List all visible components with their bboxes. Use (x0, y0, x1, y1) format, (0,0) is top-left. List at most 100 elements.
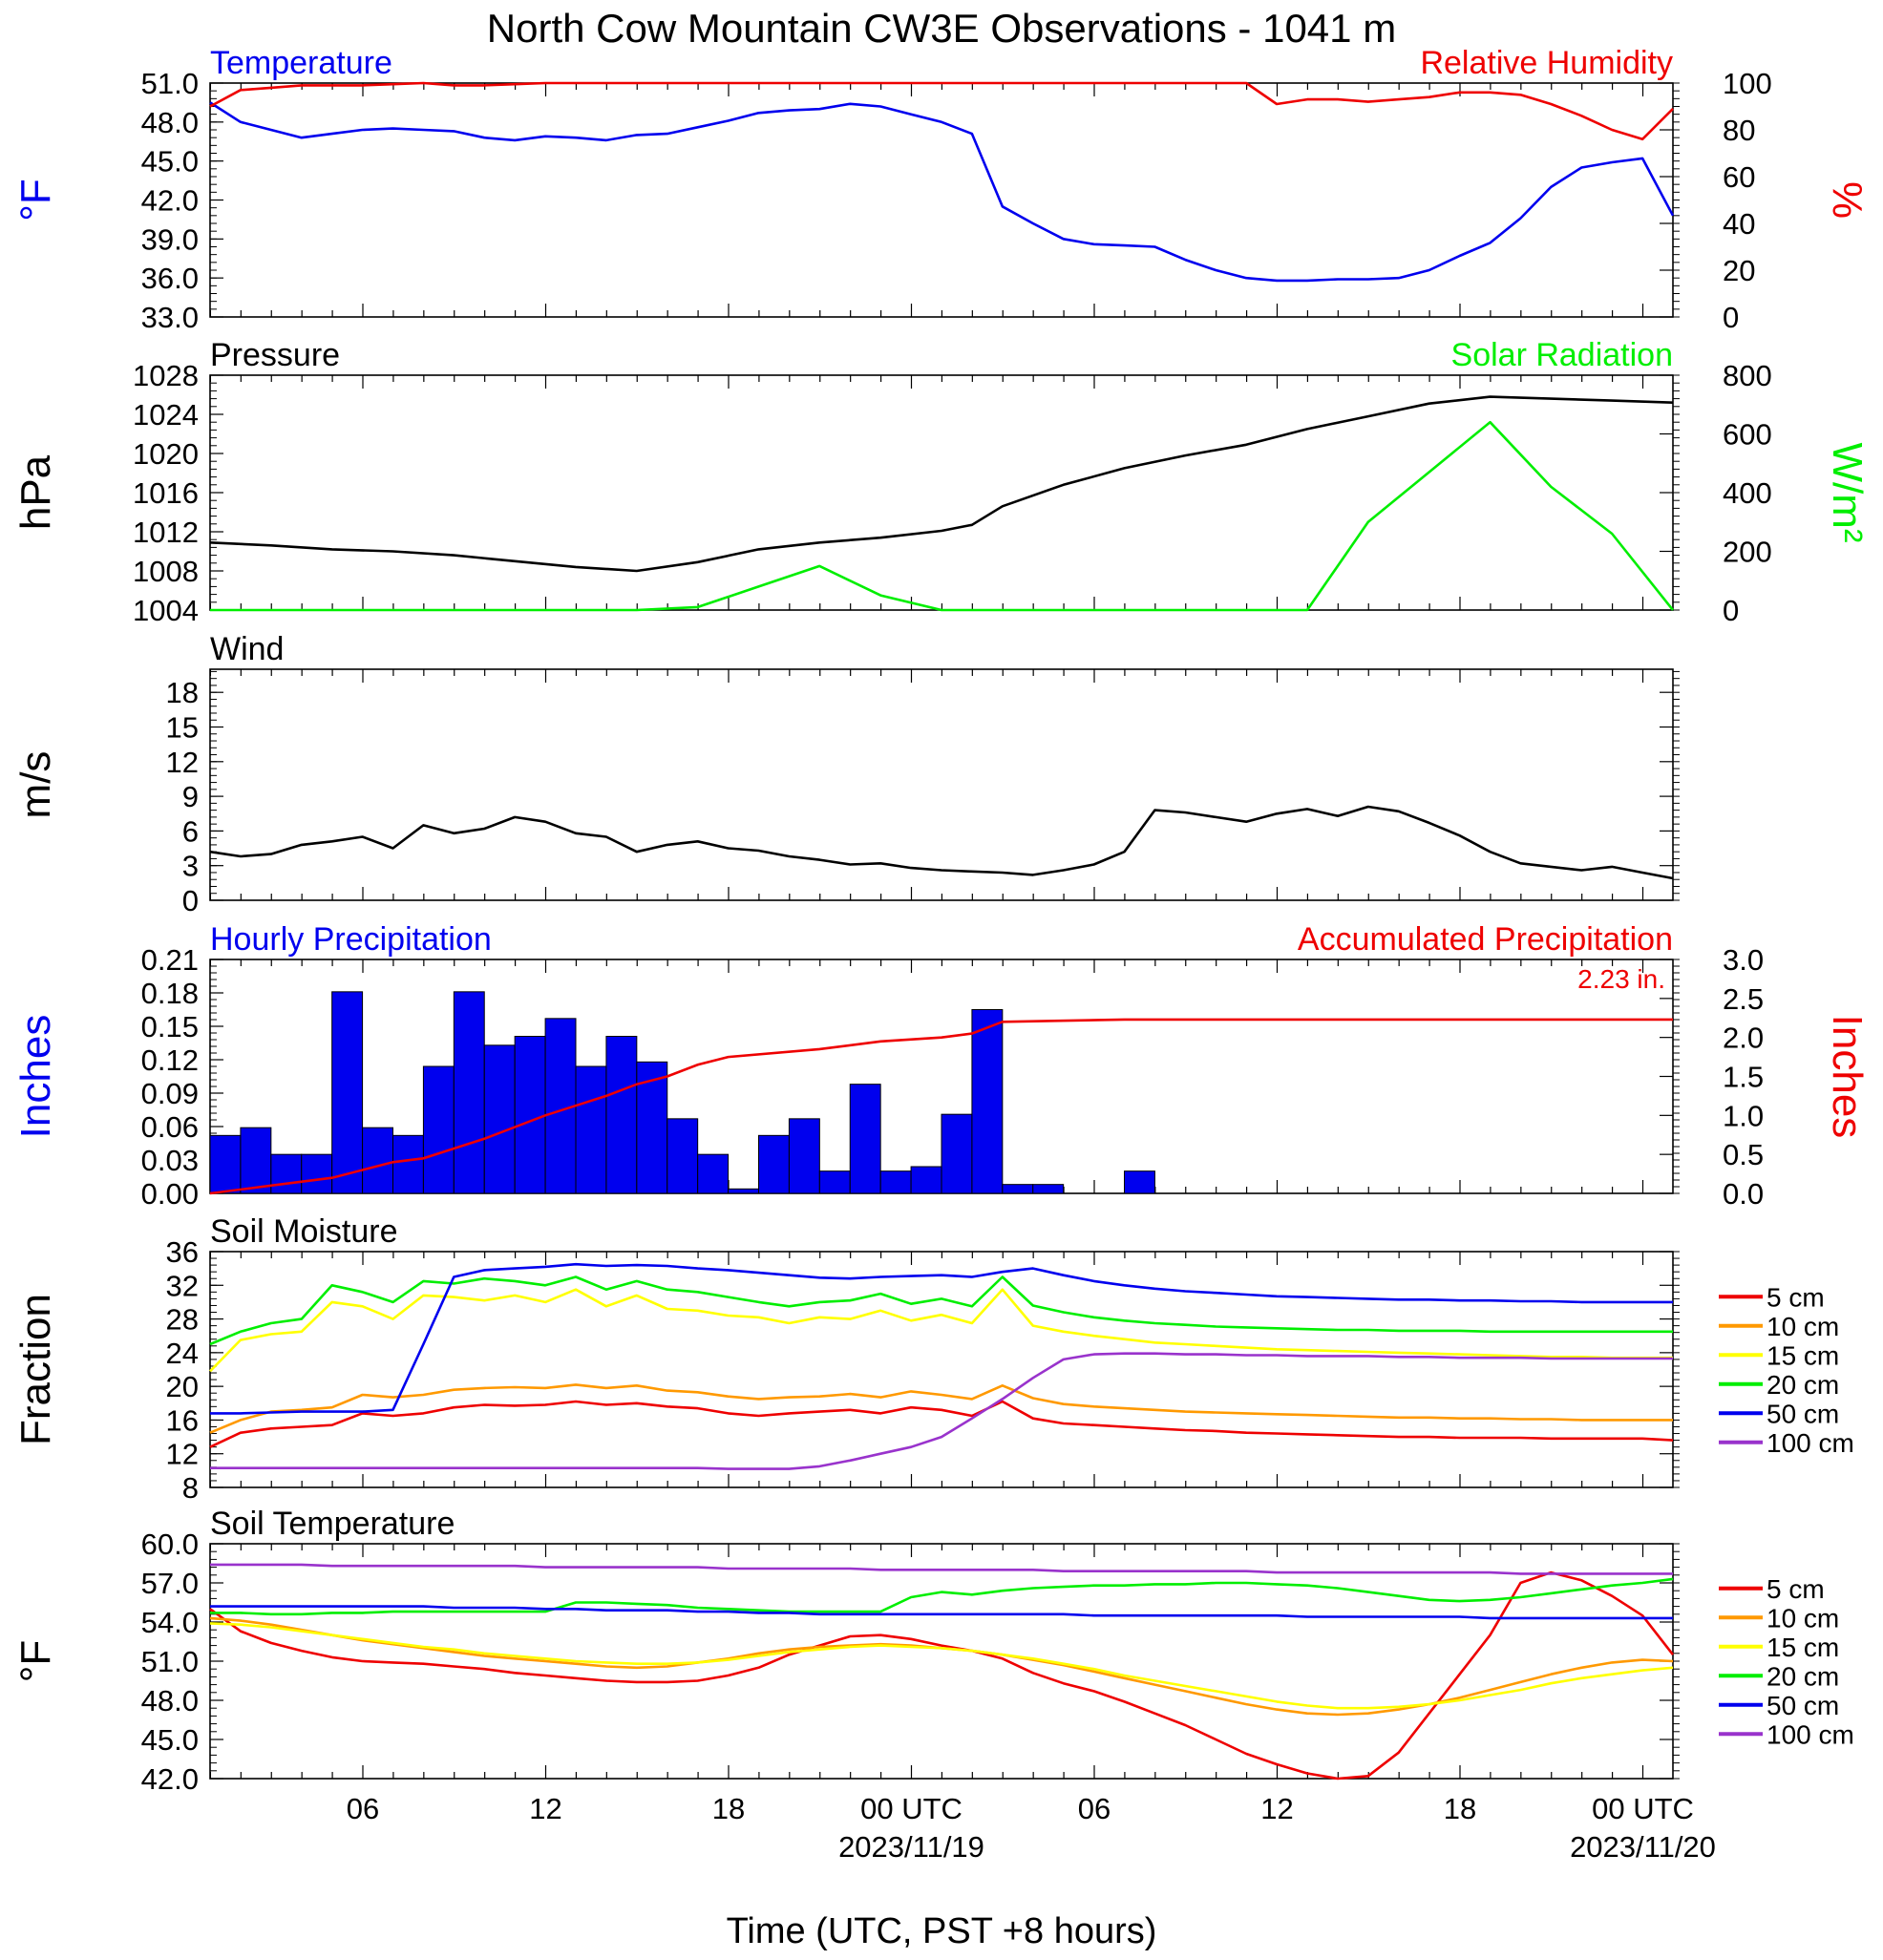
y-tick-label: 28 (166, 1303, 199, 1337)
legend-label: 20 cm (1767, 1661, 1839, 1691)
pressure-solar-panel: 1028 1024 1020 1016 1012 1008 1004 800 600 400 200… (12, 337, 1871, 627)
precip-bar (636, 1061, 668, 1194)
y-right-tick-label: 40 (1723, 207, 1755, 241)
y-right-tick-label: 1.0 (1723, 1099, 1764, 1132)
y-tick-label: 45.0 (141, 145, 199, 179)
y-right-tick-label: 80 (1723, 114, 1755, 147)
series-line (210, 420, 1675, 612)
precip-bar (483, 1044, 516, 1194)
precip-bar (453, 991, 485, 1194)
y-right-tick-label: 0.5 (1723, 1138, 1764, 1171)
y-tick-label: 0.12 (141, 1043, 199, 1077)
legend-label: 15 cm (1767, 1340, 1839, 1370)
y-tick-label: 36 (166, 1235, 199, 1269)
y-axis-label-right: % (1824, 181, 1871, 219)
legend-label: 20 cm (1767, 1370, 1839, 1400)
y-right-tick-label: 20 (1723, 254, 1755, 287)
y-tick-label: 0.21 (141, 943, 199, 977)
y-axis-label-right: Inches (1824, 1015, 1871, 1139)
legend-label: 5 cm (1767, 1574, 1825, 1604)
precip-bar (605, 1036, 638, 1194)
series-line (209, 1400, 1674, 1448)
x-tick-label: 12 (529, 1792, 561, 1825)
legend-label: 50 cm (1767, 1691, 1839, 1720)
y-tick-label: 12 (166, 746, 199, 779)
y-tick-label: 16 (166, 1403, 199, 1437)
series-line (209, 1622, 1674, 1710)
series-line (209, 1383, 1673, 1434)
soil-temperature-panel: 60.0 57.0 54.0 51.0 48.0 45.0 42.0 Soil Tempera… (12, 1506, 1854, 1796)
precip-bar (818, 1170, 851, 1194)
precip-bar (1002, 1184, 1034, 1194)
temperature-humidity-panel: 51.0 48.0 45.0 42.0 39.0 36.0 33.0 100 80 60 40 20 0… (12, 45, 1871, 334)
y-tick-label: 0.18 (141, 977, 199, 1010)
series-line (209, 1288, 1673, 1373)
y-tick-label: 1028 (133, 359, 199, 392)
y-right-tick-label: 60 (1723, 160, 1755, 194)
x-date-label: 2023/11/20 (1570, 1830, 1716, 1864)
y-right-tick-label: 1.5 (1723, 1061, 1764, 1094)
y-tick-label: 42.0 (141, 184, 199, 218)
precip-bar (575, 1065, 607, 1194)
legend-label: 100 cm (1767, 1428, 1854, 1458)
series-line (209, 81, 1674, 141)
panel-title-right: Accumulated Precipitation (1298, 921, 1673, 958)
series-line (209, 101, 1675, 283)
precip-bar (331, 991, 364, 1194)
series-line (210, 1262, 1673, 1415)
precip-bar (301, 1153, 333, 1194)
series-line (210, 1577, 1674, 1616)
precip-bar (544, 1018, 577, 1194)
y-tick-label: 42.0 (141, 1762, 199, 1796)
precip-bar (879, 1170, 912, 1194)
series-line (210, 1605, 1673, 1620)
y-right-tick-label: 2.5 (1723, 982, 1764, 1016)
x-date-label: 2023/11/19 (838, 1830, 984, 1864)
y-axis-label-left: Inches (12, 1015, 59, 1139)
y-tick-label: 1012 (133, 516, 199, 549)
precip-bar (971, 1009, 1004, 1194)
precip-bar (697, 1153, 730, 1194)
y-right-tick-label: 400 (1723, 476, 1772, 510)
plot-frame (209, 668, 1674, 901)
y-right-tick-label: 100 (1723, 67, 1772, 100)
y-tick-label: 6 (182, 814, 199, 848)
y-tick-label: 32 (166, 1269, 199, 1302)
chart-title: North Cow Mountain CW3E Observations - 1… (487, 6, 1396, 51)
precip-bar (758, 1134, 790, 1194)
series-line (209, 1275, 1673, 1346)
series-line (209, 395, 1674, 573)
legend-label: 15 cm (1767, 1633, 1839, 1662)
y-tick-label: 0.06 (141, 1110, 199, 1144)
precip-bar (728, 1188, 759, 1194)
y-tick-label: 24 (166, 1337, 199, 1370)
panel-title-right: Solar Radiation (1451, 337, 1673, 373)
y-tick-label: 8 (182, 1471, 199, 1505)
y-tick-label: 0 (182, 884, 199, 917)
y-tick-label: 9 (182, 780, 199, 813)
x-tick-label: 12 (1260, 1792, 1293, 1825)
panel-title-left: Wind (210, 631, 284, 667)
plot-frame (209, 82, 1674, 318)
precip-bar (941, 1113, 973, 1194)
legend-label: 10 cm (1767, 1312, 1839, 1341)
y-tick-label: 51.0 (141, 67, 199, 100)
precip-bar (788, 1118, 820, 1194)
accumulated-total-label: 2.23 in. (1577, 964, 1665, 994)
y-right-tick-label: 2.0 (1723, 1022, 1764, 1055)
plot-frame (209, 374, 1674, 611)
y-tick-label: 54.0 (141, 1606, 199, 1639)
y-tick-label: 1004 (133, 594, 199, 627)
y-tick-label: 57.0 (141, 1567, 199, 1600)
x-tick-label: 00 UTC (1592, 1792, 1694, 1825)
plot-frame (209, 1251, 1674, 1488)
legend-label: 5 cm (1767, 1282, 1825, 1312)
panel-title-left: Soil Temperature (210, 1506, 455, 1542)
y-tick-label: 48.0 (141, 106, 199, 139)
y-right-tick-label: 800 (1723, 359, 1772, 392)
y-axis-label-left: hPa (12, 454, 59, 530)
series-line (209, 805, 1674, 880)
